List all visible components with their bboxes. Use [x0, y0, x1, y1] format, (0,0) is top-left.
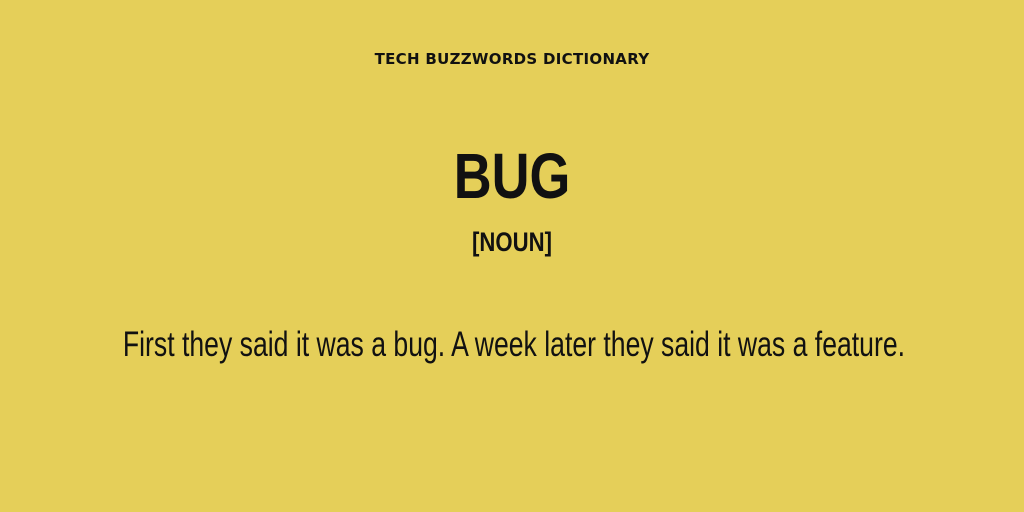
entry-definition: First they said it was a bug. A week lat…	[122, 325, 906, 364]
entry-term: BUG	[453, 140, 571, 212]
dictionary-title: TECH BUZZWORDS DICTIONARY	[374, 50, 650, 68]
part-of-speech: [NOUN]	[472, 227, 552, 257]
